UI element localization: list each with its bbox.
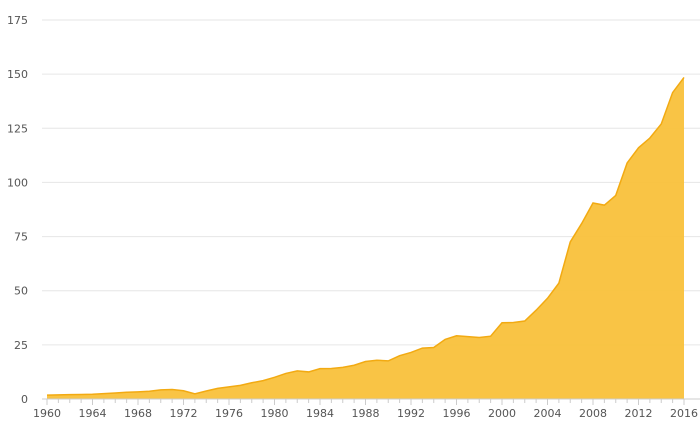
x-tick-label: 1968 [124, 407, 152, 420]
area-series [46, 76, 685, 399]
y-tick-label: 175 [7, 14, 28, 27]
x-tick-label: 1988 [352, 407, 380, 420]
y-tick-label: 25 [14, 339, 28, 352]
x-tick-label: 2016 [670, 407, 698, 420]
x-tick-label: 1964 [79, 407, 107, 420]
x-tick-label: 1960 [33, 407, 61, 420]
x-tick-label: 2000 [488, 407, 516, 420]
gridlines [42, 19, 700, 346]
y-tick-label: 125 [7, 122, 28, 135]
y-tick-label: 75 [14, 231, 28, 244]
x-axis-ticks: 1960 1964 1968 1972 1976 1980 1984 1988 1992 1996… [33, 407, 698, 420]
y-axis-ticks: 0 25 50 75 100 125 150 175 [7, 14, 28, 406]
x-tick-label: 1984 [306, 407, 334, 420]
x-tick-label: 2012 [625, 407, 653, 420]
area-fill [47, 77, 684, 399]
x-tick-label: 1976 [215, 407, 243, 420]
y-tick-label: 0 [21, 393, 28, 406]
x-tick-label: 2008 [579, 407, 607, 420]
x-tick-label: 2004 [534, 407, 562, 420]
y-tick-label: 150 [7, 68, 28, 81]
x-tick-label: 1992 [397, 407, 425, 420]
y-tick-label: 100 [7, 176, 28, 189]
y-tick-label: 50 [14, 285, 28, 298]
axes [42, 398, 700, 405]
x-tick-label: 1972 [170, 407, 198, 420]
x-tick-label: 1996 [443, 407, 471, 420]
x-tick-label: 1980 [261, 407, 289, 420]
